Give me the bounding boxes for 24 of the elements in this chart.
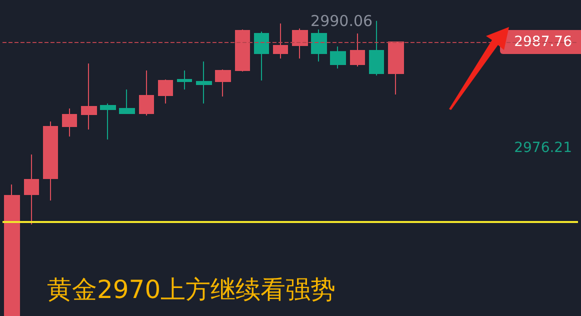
candlestick [24,154,39,226]
candlestick [273,22,288,60]
candlestick [235,29,250,72]
annotation: 2990.06 [310,12,373,30]
candlestick [177,70,192,90]
candlestick [81,62,97,130]
candlestick [62,108,77,138]
candlestick [215,69,231,98]
y-tick-label: 2976.21 [514,140,572,156]
candlestick [388,42,404,96]
candlestick [139,70,154,116]
candlestick [292,28,308,60]
candlestick [196,60,212,104]
candlestick [4,184,20,316]
candlestick [311,29,327,62]
candlestick [100,103,116,140]
candlestick [119,89,135,114]
candlestick [254,31,269,82]
y-tick-label: 2987.76 [514,34,572,50]
text: 黄金2970上方继续看强势 [47,275,336,304]
candlestick [330,46,346,70]
candlestick [350,32,365,68]
candlestick [43,120,58,201]
candlestick [158,79,173,104]
